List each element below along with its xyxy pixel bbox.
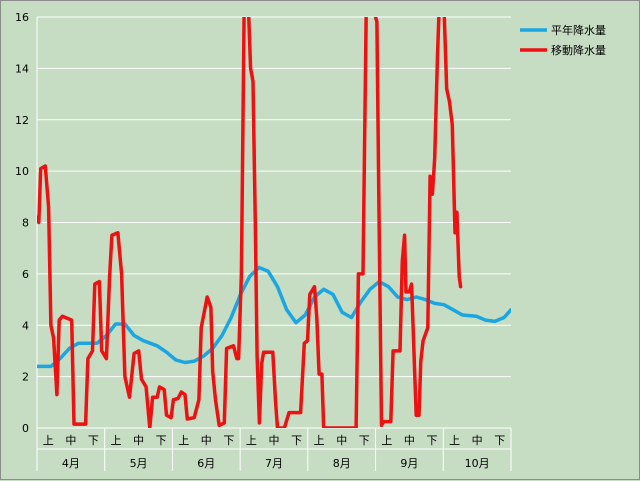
x-period-label: 下: [223, 434, 234, 447]
x-month-label: 7月: [265, 457, 283, 470]
x-period-label: 上: [43, 434, 54, 447]
x-period-label: 中: [269, 434, 280, 447]
x-period-label: 中: [133, 434, 144, 447]
x-period-label: 下: [156, 434, 167, 447]
x-month-label: 4月: [62, 457, 80, 470]
x-period-label: 中: [65, 434, 76, 447]
x-period-label: 下: [88, 434, 99, 447]
x-period-label: 中: [472, 434, 483, 447]
y-tick-label: 2: [22, 371, 29, 384]
x-month-label: 10月: [465, 457, 490, 470]
y-tick-label: 8: [22, 217, 29, 230]
y-tick-label: 4: [22, 319, 29, 332]
y-tick-label: 12: [15, 114, 29, 127]
x-period-label: 下: [291, 434, 302, 447]
x-period-label: 下: [359, 434, 370, 447]
series-line-normal: [37, 265, 511, 369]
x-period-label: 上: [111, 434, 122, 447]
x-period-label: 上: [178, 434, 189, 447]
x-month-label: 9月: [400, 457, 418, 470]
legend-label-moving: 移動降水量: [551, 43, 606, 57]
x-period-label: 下: [494, 434, 505, 447]
x-period-label: 上: [246, 434, 257, 447]
y-tick-label: 16: [15, 11, 29, 24]
series-line-moving: [37, 17, 463, 428]
y-tick-label: 14: [15, 62, 29, 75]
x-period-label: 中: [404, 434, 415, 447]
x-month-label: 6月: [197, 457, 215, 470]
x-period-label: 下: [427, 434, 438, 447]
x-period-label: 中: [336, 434, 347, 447]
x-period-label: 上: [314, 434, 325, 447]
x-period-label: 上: [381, 434, 392, 447]
x-month-label: 8月: [333, 457, 351, 470]
x-month-label: 5月: [130, 457, 148, 470]
series-group: [37, 17, 511, 428]
y-tick-label: 10: [15, 165, 29, 178]
x-period-label: 中: [201, 434, 212, 447]
y-tick-label: 0: [22, 422, 29, 435]
x-period-label: 上: [449, 434, 460, 447]
legend-label-normal: 平年降水量: [551, 23, 606, 37]
y-tick-label: 6: [22, 268, 29, 281]
